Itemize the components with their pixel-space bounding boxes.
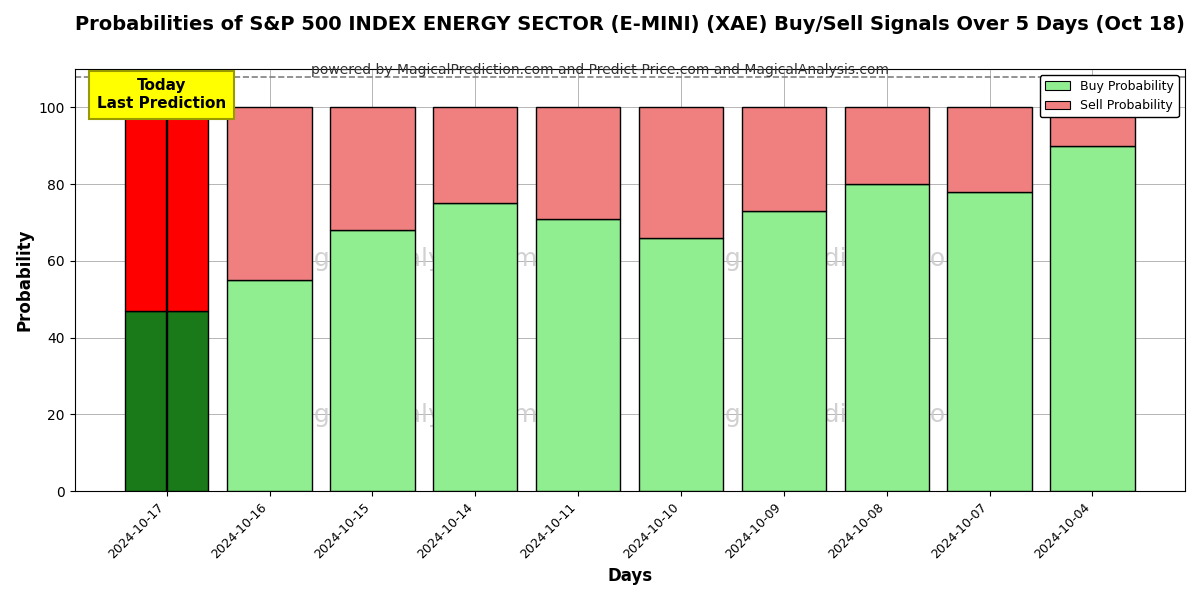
Bar xyxy=(125,311,167,491)
Text: MagicalPrediction.com: MagicalPrediction.com xyxy=(689,247,971,271)
Bar xyxy=(228,107,312,280)
Title: Probabilities of S&P 500 INDEX ENERGY SECTOR (E-MINI) (XAE) Buy/Sell Signals Ove: Probabilities of S&P 500 INDEX ENERGY SE… xyxy=(74,15,1184,34)
Bar xyxy=(228,280,312,491)
Bar xyxy=(1050,146,1134,491)
Bar xyxy=(742,211,826,491)
Bar xyxy=(1050,107,1134,146)
Text: MagicalAnalysis.com: MagicalAnalysis.com xyxy=(277,403,538,427)
Bar xyxy=(638,238,724,491)
Bar xyxy=(742,107,826,211)
Bar xyxy=(167,311,209,491)
Bar xyxy=(638,107,724,238)
Legend: Buy Probability, Sell Probability: Buy Probability, Sell Probability xyxy=(1040,75,1178,118)
Bar xyxy=(536,218,620,491)
Bar xyxy=(125,107,167,311)
Text: MagicalAnalysis.com: MagicalAnalysis.com xyxy=(277,247,538,271)
Text: powered by MagicalPrediction.com and Predict-Price.com and MagicalAnalysis.com: powered by MagicalPrediction.com and Pre… xyxy=(311,63,889,77)
Bar xyxy=(845,184,929,491)
Bar xyxy=(947,192,1032,491)
Y-axis label: Probability: Probability xyxy=(16,229,34,331)
X-axis label: Days: Days xyxy=(607,567,653,585)
Bar xyxy=(845,107,929,184)
Bar xyxy=(167,107,209,311)
Bar xyxy=(433,107,517,203)
Text: Today
Last Prediction: Today Last Prediction xyxy=(97,79,227,111)
Text: MagicalPrediction.com: MagicalPrediction.com xyxy=(689,403,971,427)
Bar xyxy=(433,203,517,491)
Bar xyxy=(536,107,620,218)
Bar xyxy=(330,230,415,491)
Bar xyxy=(330,107,415,230)
Bar xyxy=(947,107,1032,192)
